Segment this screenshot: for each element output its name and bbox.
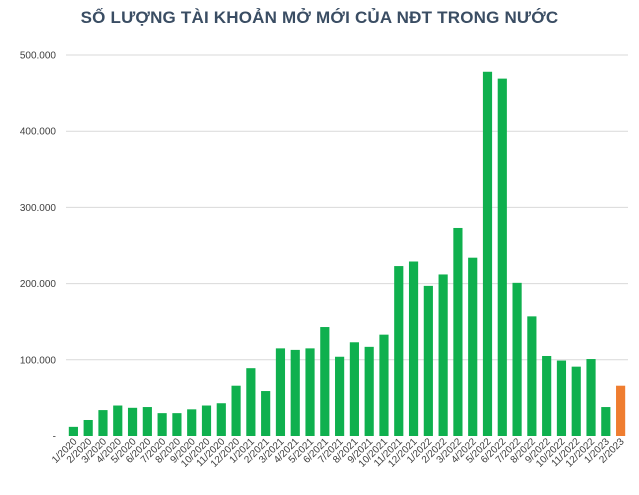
bar (453, 227, 463, 436)
bar (142, 407, 152, 436)
bar (216, 403, 226, 436)
bar (187, 409, 197, 436)
bar (542, 355, 552, 436)
y-tick-label: 100.000 (20, 355, 57, 366)
chart-title: SỐ LƯỢNG TÀI KHOẢN MỞ MỚI CỦA NĐT TRONG … (80, 8, 559, 27)
bar (497, 78, 507, 436)
bar (127, 407, 138, 436)
bar (98, 410, 108, 436)
bar (438, 274, 448, 436)
bar (83, 419, 93, 436)
bar (113, 405, 123, 436)
bar (379, 334, 389, 436)
y-tick-label: 200.000 (20, 279, 57, 290)
bar (172, 413, 182, 436)
bar (231, 385, 241, 436)
bar (201, 405, 212, 436)
bar (364, 346, 374, 436)
bar (335, 356, 345, 436)
bar (349, 342, 359, 436)
bar (423, 285, 433, 436)
bar (290, 349, 300, 436)
bar (616, 385, 626, 436)
bar (408, 261, 419, 436)
bar (468, 257, 478, 436)
y-tick-label: - (53, 432, 56, 443)
bar (68, 426, 78, 436)
y-tick-label: 500.000 (20, 51, 57, 62)
y-tick-label: 300.000 (20, 203, 57, 214)
bar (305, 348, 315, 436)
bar (512, 282, 522, 436)
bar (275, 348, 286, 436)
bar (394, 266, 404, 436)
bar (157, 413, 167, 436)
bar (320, 327, 330, 436)
bar (482, 71, 493, 436)
bar (601, 407, 611, 436)
bar (261, 391, 271, 436)
bar (556, 360, 567, 436)
bar (246, 368, 256, 436)
bar (527, 316, 537, 436)
bar (586, 359, 596, 436)
bar (571, 366, 581, 436)
y-tick-label: 400.000 (20, 127, 57, 138)
